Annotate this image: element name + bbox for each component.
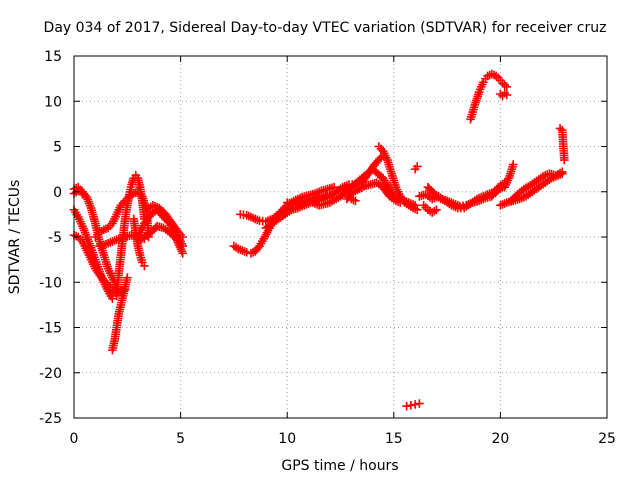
data-point [78, 190, 87, 199]
data-point [412, 205, 422, 215]
y-tick-label: -15 [39, 321, 62, 337]
data-point [560, 155, 569, 165]
y-tick-label: 15 [44, 49, 62, 65]
data-point [406, 401, 416, 410]
y-axis-label: SDTVAR / TECUs [7, 180, 23, 295]
x-tick-label: 10 [278, 431, 296, 447]
y-tick-label: -5 [48, 230, 62, 246]
y-tick-label: -20 [39, 366, 62, 382]
data-point [178, 232, 188, 242]
x-tick-label: 20 [491, 431, 509, 447]
x-tick-label: 25 [598, 431, 616, 447]
data-point [502, 82, 512, 92]
data-point [432, 205, 441, 215]
y-tick-label: 10 [44, 94, 62, 110]
x-tick-label: 0 [70, 431, 79, 447]
data-point [123, 273, 132, 283]
chart-title: Day 034 of 2017, Sidereal Day-to-day VTE… [44, 20, 607, 36]
y-tick-label: -25 [39, 411, 62, 427]
x-tick-label: 15 [385, 431, 403, 447]
data-point [402, 401, 411, 411]
data-point [415, 399, 424, 408]
grid [74, 56, 607, 418]
y-tick-label: 0 [53, 185, 62, 201]
data-point [557, 169, 567, 178]
data-point [178, 248, 188, 258]
axis-ticks: 0 5 10 15 20 25 -25 -20 -15 -10 -5 0 5 10 15 [39, 49, 616, 447]
data-marks [69, 69, 569, 411]
plot-frame [73, 55, 608, 419]
data-point [410, 400, 420, 409]
data-point [412, 162, 422, 171]
data-point [140, 261, 149, 271]
y-tick-label: 5 [53, 140, 62, 156]
data-point [351, 196, 360, 206]
data-point [508, 160, 518, 169]
y-tick-label: -10 [39, 275, 62, 291]
data-point [502, 90, 512, 100]
x-tick-label: 5 [176, 431, 185, 447]
x-axis-label: GPS time / hours [281, 458, 398, 474]
